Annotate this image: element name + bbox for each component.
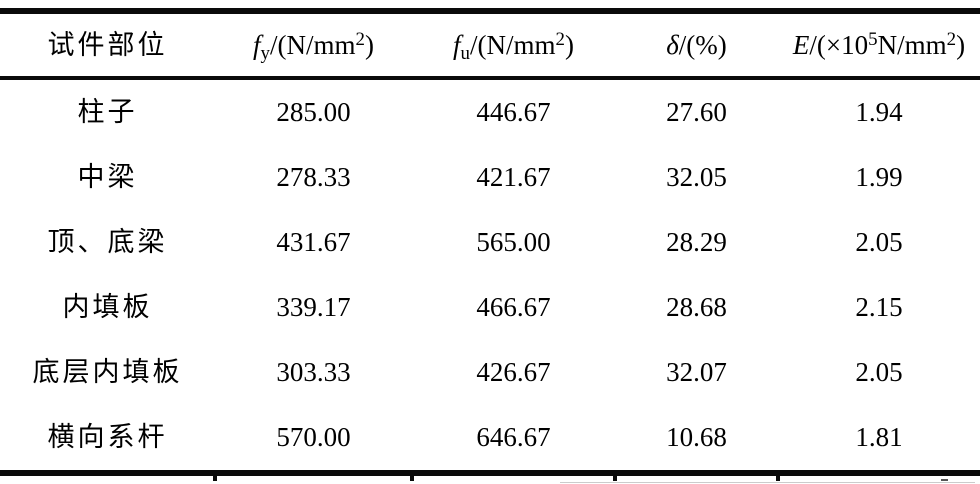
cell-e: 2.05 (855, 227, 903, 257)
e-symbol: E (792, 30, 810, 60)
col-header-elastic-modulus: E/(×105N/mm2) (778, 14, 980, 76)
table-bottom-rule (0, 470, 980, 476)
e-unit-exponent: 2 (946, 28, 957, 50)
fu-unit-exponent: 2 (555, 28, 565, 50)
fy-symbol: f (253, 30, 261, 60)
cell-fu: 421.67 (476, 162, 551, 192)
cell-delta: 10.68 (666, 422, 727, 452)
table-row: 横向系杆 570.00 646.67 10.68 1.81 (0, 405, 980, 470)
fy-unit-close: ) (364, 30, 374, 60)
cell-e: 2.15 (855, 292, 903, 322)
table-row: 内填板 339.17 466.67 28.68 2.15 (0, 275, 980, 340)
cell-fy: 570.00 (276, 422, 351, 452)
cell-part: 中梁 (77, 162, 138, 192)
table-header-row: 试件部位 fy/(N/mm2) fu/(N/mm2) δ/(%) E/(×105… (0, 14, 980, 76)
column-divider-tick (613, 476, 617, 481)
cell-fu: 646.67 (476, 422, 551, 452)
table-header-rule (0, 76, 980, 80)
cell-e: 1.94 (855, 97, 903, 127)
cell-fy: 303.33 (276, 357, 351, 387)
table-row: 顶、底梁 431.67 565.00 28.29 2.05 (0, 210, 980, 275)
table-top-rule (0, 8, 980, 14)
cell-delta: 27.60 (666, 97, 727, 127)
table-row: 底层内填板 303.33 426.67 32.07 2.05 (0, 340, 980, 405)
e-unit-prefix: /(×10 (809, 30, 869, 60)
fu-unit-close: ) (564, 30, 574, 60)
scan-artifact-line (560, 482, 975, 483)
fu-unit: /(N/mm (470, 30, 556, 60)
fy-unit: /(N/mm (270, 30, 356, 60)
cell-fu: 565.00 (476, 227, 551, 257)
cell-part: 柱子 (77, 97, 138, 127)
delta-unit: /(%) (678, 30, 727, 60)
cell-part: 横向系杆 (47, 422, 168, 452)
cell-e: 1.81 (855, 422, 903, 452)
fy-subscript: y (260, 43, 270, 65)
cell-delta: 32.05 (666, 162, 727, 192)
cell-fu: 446.67 (476, 97, 551, 127)
cell-fy: 339.17 (276, 292, 351, 322)
col-header-specimen-part: 试件部位 (47, 30, 168, 60)
col-header-fy: fy/(N/mm2) (215, 14, 412, 76)
fu-symbol: f (453, 30, 461, 60)
column-divider-tick (213, 476, 217, 481)
cell-part: 内填板 (62, 292, 153, 322)
e-unit-close: ) (956, 30, 966, 60)
e-power-exponent: 5 (868, 28, 878, 50)
fu-subscript: u (460, 43, 470, 65)
cell-e: 2.05 (855, 357, 903, 387)
cell-delta: 28.29 (666, 227, 727, 257)
cell-fu: 466.67 (476, 292, 551, 322)
table-row: 中梁 278.33 421.67 32.05 1.99 (0, 145, 980, 210)
cell-fy: 278.33 (276, 162, 351, 192)
cell-part: 底层内填板 (32, 357, 183, 387)
cell-part: 顶、底梁 (47, 227, 168, 257)
cell-fu: 426.67 (476, 357, 551, 387)
fy-unit-exponent: 2 (355, 28, 365, 50)
e-unit: N/mm (877, 30, 947, 60)
cell-fy: 285.00 (276, 97, 351, 127)
scan-artifact-dash (941, 479, 948, 481)
cell-delta: 28.68 (666, 292, 727, 322)
col-header-fu: fu/(N/mm2) (412, 14, 615, 76)
column-divider-tick (410, 476, 414, 481)
column-divider-tick (776, 476, 780, 481)
cell-fy: 431.67 (276, 227, 351, 257)
col-header-delta: δ/(%) (615, 14, 778, 76)
cell-e: 1.99 (855, 162, 903, 192)
cell-delta: 32.07 (666, 357, 727, 387)
table-row: 柱子 285.00 446.67 27.60 1.94 (0, 80, 980, 145)
delta-symbol: δ (666, 30, 679, 60)
